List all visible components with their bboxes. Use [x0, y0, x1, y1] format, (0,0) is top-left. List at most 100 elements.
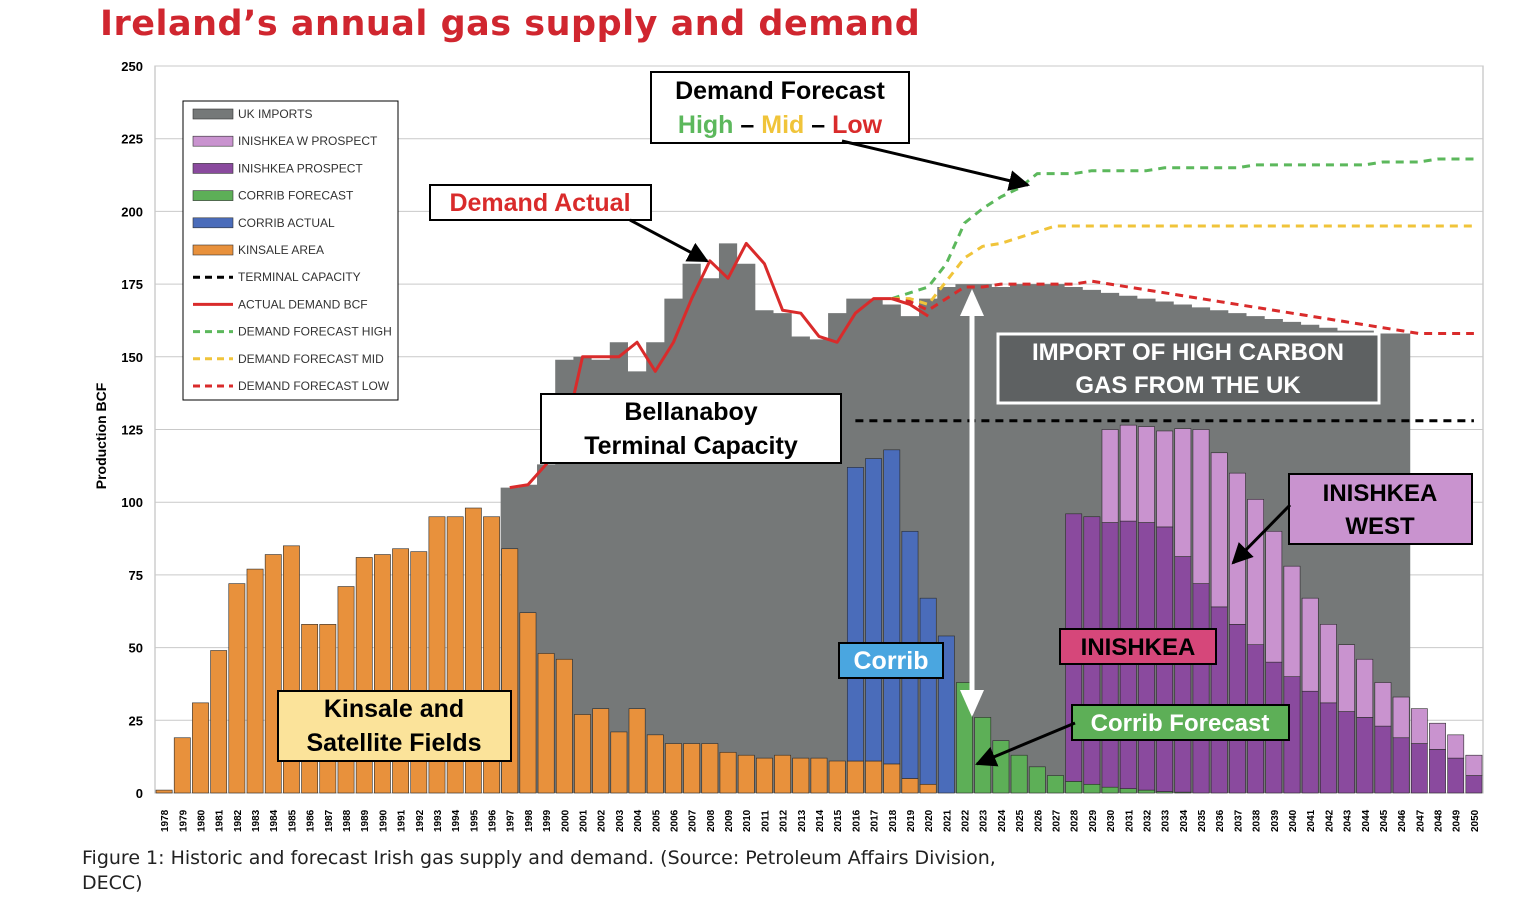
bar-inishkea-prospect-2043: [1338, 711, 1355, 794]
x-tick-label: 1980: [196, 809, 207, 832]
x-tick-label: 1982: [233, 809, 244, 832]
demand-forecast-legend: High – Mid – Low: [678, 111, 883, 139]
import-box: [996, 332, 1381, 405]
bar-inishkea-prospect-2050: [1465, 775, 1483, 794]
bar-inishkea-w-prospect-2033: [1156, 430, 1174, 528]
legend-swatch: [192, 108, 234, 120]
kinsale-box: [277, 690, 512, 762]
x-tick-label: 2001: [579, 809, 590, 832]
x-tick-label: 1985: [287, 809, 298, 832]
bar-corrib-actual-2020: [919, 597, 937, 785]
y-tick-label: 75: [129, 568, 143, 583]
legend-swatch: [192, 244, 234, 256]
bar-kinsale-area-2004: [628, 708, 646, 794]
x-tick-label: 1993: [433, 809, 444, 832]
line-series: [509, 157, 1474, 490]
x-tick-label: 1987: [324, 809, 335, 832]
bar-kinsale-area-2012: [774, 754, 792, 794]
y-tick-label: 175: [121, 277, 143, 292]
bar-kinsale-area-2015: [828, 760, 846, 794]
x-tick-label: 1986: [306, 809, 317, 832]
bar-kinsale-area-2005: [646, 734, 664, 794]
x-tick-label: 2011: [760, 810, 771, 832]
x-tick-label: 1996: [488, 809, 499, 832]
inishkea-west-box: [1288, 473, 1473, 545]
bar-inishkea-w-prospect-2030: [1101, 429, 1119, 523]
legend-label: KINSALE AREA: [238, 243, 324, 257]
x-tick-label: 2050: [1470, 809, 1481, 832]
x-tick-label: 2026: [1033, 809, 1044, 832]
y-tick-label: 250: [121, 59, 143, 74]
bar-corrib-actual-2016: [846, 467, 864, 762]
kinsale-label-line1: Kinsale and: [324, 695, 464, 723]
demand-actual-arrow: [629, 218, 709, 263]
bar-inishkea-w-prospect-2047: [1410, 708, 1428, 744]
bar-inishkea-w-prospect-2035: [1192, 429, 1210, 584]
bar-corrib-forecast-2023: [974, 717, 992, 794]
bar-inishkea-prospect-2047: [1410, 743, 1428, 794]
x-tick-label: 2007: [688, 809, 699, 832]
bar-kinsale-area-2014: [810, 757, 828, 794]
bar-kinsale-area-2008: [701, 743, 719, 794]
x-tick-label: 2032: [1142, 809, 1153, 832]
x-tick-label: 2047: [1415, 809, 1426, 832]
bar-kinsale-area-1998: [519, 612, 537, 794]
x-tick-label: 2042: [1324, 809, 1335, 832]
bar-kinsale-area-2001: [574, 714, 591, 794]
x-tick-label: 2015: [833, 809, 844, 832]
bar-kinsale-area-1979: [173, 737, 191, 794]
bar-inishkea-prospect-2048: [1429, 749, 1446, 794]
corrib-box: [838, 642, 944, 679]
x-tick-label: 2031: [1124, 809, 1135, 832]
x-tick-label: 2013: [797, 809, 808, 832]
x-tick-label: 2010: [742, 809, 753, 832]
x-tick-label: 2017: [870, 809, 881, 832]
x-tick-label: 2003: [615, 809, 626, 832]
legend-swatch: [192, 135, 234, 147]
bar-kinsale-area-2020: [919, 783, 937, 794]
legend-label: DEMAND FORECAST MID: [238, 352, 384, 366]
legend-swatch: [192, 217, 234, 229]
x-tick-label: 2008: [706, 809, 717, 832]
x-tick-label: 1992: [415, 809, 426, 832]
import-label-line1: IMPORT OF HIGH CARBON: [1032, 339, 1344, 366]
x-tick-label: 2049: [1452, 809, 1463, 832]
x-tick-label: 2043: [1343, 809, 1354, 832]
legend-swatch: [192, 190, 234, 201]
bellanaboy-label-line1: Bellanaboy: [624, 398, 757, 426]
line-demand-forecast-low: [891, 279, 1474, 336]
legend-label: CORRIB FORECAST: [238, 189, 354, 203]
bar-corrib-forecast-2028: [1065, 781, 1083, 794]
bar-kinsale-area-2009: [719, 751, 737, 794]
x-tick-label: 1997: [506, 809, 517, 832]
bar-corrib-forecast-2025: [1010, 754, 1028, 794]
bar-inishkea-w-prospect-2040: [1283, 565, 1301, 677]
x-tick-label: 1988: [342, 809, 353, 832]
legend-label: CORRIB ACTUAL: [238, 216, 335, 230]
legend: UK IMPORTS INISHKEA W PROSPECT INISHKEA PR…: [182, 100, 399, 401]
demand-forecast-arrow: [841, 139, 1031, 191]
annotations: Demand Forecast High – Mid – Low Demand …: [277, 71, 1473, 767]
y-tick-label: 200: [121, 204, 143, 219]
bar-corrib-forecast-2024: [992, 740, 1010, 794]
bar-inishkea-w-prospect-2038: [1247, 498, 1264, 645]
kinsale-label-line2: Satellite Fields: [306, 729, 481, 757]
bar-corrib-forecast-2031: [1119, 788, 1137, 794]
x-tick-label: 2045: [1379, 809, 1390, 832]
inishkea-box: [1059, 628, 1217, 665]
x-tick-label: 1979: [178, 809, 189, 832]
x-tick-label: 2006: [669, 809, 680, 832]
bar-kinsale-area-2011: [756, 757, 773, 794]
bar-kinsale-area-2013: [792, 757, 810, 794]
bar-inishkea-w-prospect-2034: [1174, 428, 1192, 557]
bar-kinsale-area-2000: [555, 658, 573, 794]
bar-kinsale-area-1982: [228, 583, 246, 794]
x-tick-label: 1983: [251, 809, 262, 832]
bar-inishkea-w-prospect-2037: [1229, 472, 1246, 625]
bellanaboy-box: [540, 393, 842, 464]
x-tick-label: 1984: [269, 809, 280, 832]
bar-inishkea-prospect-2046: [1392, 737, 1410, 794]
x-tick-label: 2033: [1161, 809, 1172, 832]
bar-kinsale-area-2018: [883, 763, 901, 794]
bar-inishkea-w-prospect-2046: [1392, 696, 1410, 739]
